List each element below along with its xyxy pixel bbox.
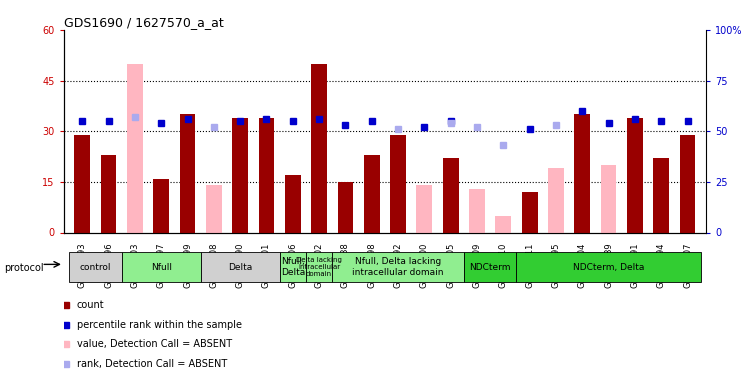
Text: Nfull, Delta lacking
intracellular domain: Nfull, Delta lacking intracellular domai… — [352, 258, 444, 277]
Bar — [74, 135, 90, 232]
Text: protocol: protocol — [4, 263, 44, 273]
Bar — [179, 114, 195, 232]
Bar — [201, 252, 279, 282]
Text: NDCterm: NDCterm — [469, 262, 511, 272]
Bar — [279, 252, 306, 282]
Bar — [575, 114, 590, 232]
Bar — [127, 64, 143, 232]
Bar — [522, 192, 538, 232]
Text: value, Detection Call = ABSENT: value, Detection Call = ABSENT — [77, 339, 232, 349]
Bar — [469, 189, 485, 232]
Text: rank, Detection Call = ABSENT: rank, Detection Call = ABSENT — [77, 359, 228, 369]
Bar — [101, 155, 116, 232]
Bar — [332, 252, 464, 282]
Bar — [601, 165, 617, 232]
Bar — [285, 175, 300, 232]
Bar — [517, 252, 701, 282]
Bar — [443, 158, 459, 232]
Bar — [153, 178, 169, 232]
Bar — [627, 118, 643, 232]
Text: GDS1690 / 1627570_a_at: GDS1690 / 1627570_a_at — [64, 16, 224, 29]
Bar — [311, 64, 327, 232]
Bar — [653, 158, 669, 232]
Text: percentile rank within the sample: percentile rank within the sample — [77, 320, 242, 330]
Bar — [548, 168, 564, 232]
Text: NDCterm, Delta: NDCterm, Delta — [573, 262, 644, 272]
Text: Delta: Delta — [228, 262, 252, 272]
Bar — [464, 252, 517, 282]
Bar — [680, 135, 695, 232]
Text: Nfull,
Delta: Nfull, Delta — [281, 258, 305, 277]
Bar — [122, 252, 201, 282]
Text: Nfull: Nfull — [151, 262, 172, 272]
Text: count: count — [77, 300, 104, 310]
Bar — [258, 118, 274, 232]
Text: Delta lacking
intracellular
domain: Delta lacking intracellular domain — [296, 257, 342, 277]
Bar — [69, 252, 122, 282]
Bar — [417, 185, 433, 232]
Bar — [363, 155, 379, 232]
Bar — [232, 118, 248, 232]
Bar — [306, 252, 332, 282]
Bar — [391, 135, 406, 232]
Bar — [496, 216, 511, 232]
Bar — [206, 185, 222, 232]
Bar — [337, 182, 353, 232]
Text: control: control — [80, 262, 111, 272]
